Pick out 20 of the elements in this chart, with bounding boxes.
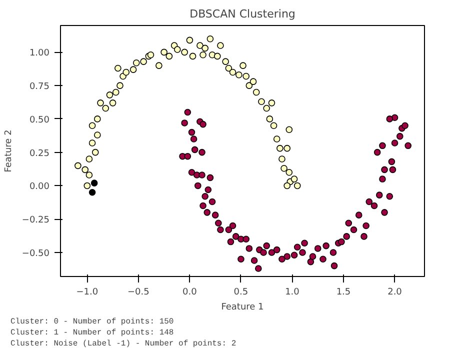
y-tick-label: −0.25 [22,216,50,226]
x-tick-label: 0.0 [182,288,198,298]
text: Cluster: Noise (Label -1) - Number of points: 2 [10,340,236,348]
y-tick-label: 0.50 [29,115,50,126]
x-tick-label: 2.0 [388,288,402,298]
y-axis-title: Feature 2 [4,130,14,172]
x-tick-label: 0.5 [234,288,248,298]
chart-title: DBSCAN Clustering [190,8,296,20]
y-tick-label: 0.25 [29,148,50,159]
text: Cluster: 0 - Number of points: 150 [10,318,174,326]
y-tick-label: 1.00 [29,48,50,59]
y-tick-label: −0.50 [22,248,50,259]
text: Cluster: 1 - Number of points: 148 [10,328,174,338]
x-tick-label: 1.0 [285,288,300,298]
x-axis-title: Feature 1 [221,302,264,312]
y-tick-label: 0.75 [29,82,50,92]
y-tick-label: 0.00 [29,182,50,192]
x-tick-label: −0.5 [128,288,150,298]
x-tick-label: 1.5 [336,288,351,298]
x-tick-label: −1.0 [76,288,98,298]
